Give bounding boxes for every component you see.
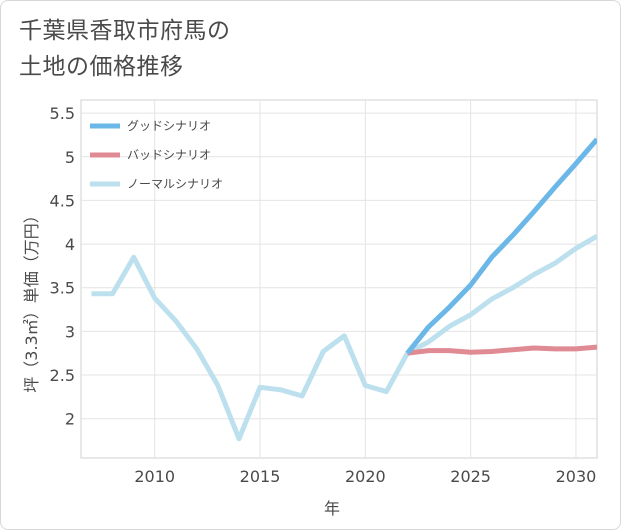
legend-entry: グッドシナリオ bbox=[127, 119, 211, 133]
y-tick-labels: 2 2.5 3 3.5 4 4.5 5 5.5 bbox=[50, 104, 75, 429]
chart-title-line-2: 土地の価格推移 bbox=[19, 54, 184, 80]
x-axis-label: 年 bbox=[324, 499, 340, 518]
y-tick-label: 4 bbox=[65, 235, 75, 254]
chart-title-line-1: 千葉県香取市府馬の bbox=[19, 18, 231, 44]
legend-entry: ノーマルシナリオ bbox=[127, 177, 223, 191]
y-tick-label: 5.5 bbox=[50, 104, 75, 123]
series-line-0 bbox=[405, 137, 597, 355]
series-line-2 bbox=[91, 234, 597, 442]
y-axis-label: 坪（3.3㎡）単価（万円） bbox=[22, 207, 41, 392]
x-tick-label: 2025 bbox=[450, 467, 491, 486]
y-tick-label: 2.5 bbox=[50, 366, 75, 385]
series-lines bbox=[91, 137, 597, 442]
plot-area bbox=[80, 99, 598, 459]
legend-entry: バッドシナリオ bbox=[127, 148, 211, 162]
x-tick-labels: 2010 2015 2020 2025 2030 bbox=[134, 467, 596, 486]
y-tick-label: 3 bbox=[65, 322, 75, 341]
x-tick-label: 2030 bbox=[556, 467, 597, 486]
y-tick-label: 5 bbox=[65, 148, 75, 167]
grid-lines bbox=[81, 100, 597, 458]
series-line-1 bbox=[407, 344, 597, 356]
y-tick-label: 4.5 bbox=[50, 191, 75, 210]
x-tick-label: 2010 bbox=[134, 467, 175, 486]
chart-title: 千葉県香取市府馬の 土地の価格推移 bbox=[19, 13, 231, 85]
x-tick-label: 2020 bbox=[345, 467, 386, 486]
x-tick-label: 2015 bbox=[240, 467, 281, 486]
y-tick-label: 2 bbox=[65, 410, 75, 429]
y-tick-label: 3.5 bbox=[50, 279, 75, 298]
